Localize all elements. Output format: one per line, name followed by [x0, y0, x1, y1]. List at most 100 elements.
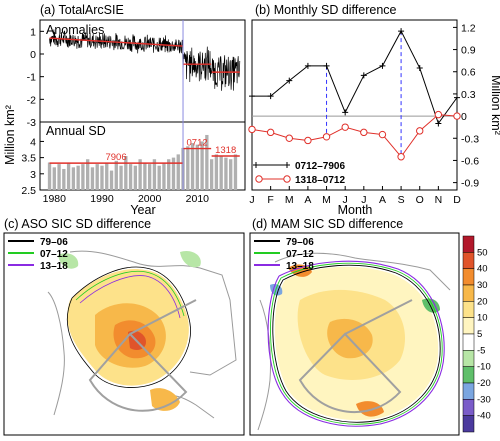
- annual-sd-bar: [52, 167, 56, 190]
- colorbar-label: 30: [477, 280, 488, 291]
- ice-edge-07-12: [75, 270, 185, 317]
- xtick-label: A: [379, 194, 386, 206]
- legend-label: 13–18: [40, 261, 68, 272]
- panel-d: (d) MAM SIC SD difference 79–0607–1213–1…: [249, 217, 460, 436]
- ytick-label: 0.6: [461, 67, 476, 79]
- data-point: [453, 112, 461, 120]
- sic-difference-field: [150, 388, 180, 411]
- panel-b-title: (b) Monthly SD difference: [255, 3, 397, 17]
- panel-c-map: [47, 250, 237, 419]
- xtick-label: N: [435, 194, 443, 206]
- annual-sd-bar: [124, 156, 128, 190]
- panel-b-xlabel: Month: [338, 203, 373, 217]
- sic-difference-field: [58, 253, 79, 269]
- annual-sd-bar: [190, 143, 195, 190]
- period-mean-label: 7906: [105, 152, 126, 163]
- ice-edge-79-06: [66, 266, 191, 388]
- annual-sd-bar: [157, 165, 161, 190]
- annual-sd-bar: [86, 159, 90, 190]
- series-line: [251, 114, 458, 158]
- colorbar-label: 40: [477, 264, 488, 275]
- sic-difference-field: [356, 401, 384, 417]
- legend-label: 13–18: [286, 261, 314, 272]
- annual-sd-bar: [233, 154, 238, 190]
- data-point: [397, 153, 405, 161]
- coastline: [47, 291, 65, 416]
- panel-c-title: (c) ASO SIC SD difference: [4, 217, 151, 231]
- sector-outline: [298, 332, 402, 414]
- panel-a-anomaly-lines: [49, 20, 241, 122]
- xtick-label: S: [398, 194, 405, 206]
- annual-sd-bar: [66, 162, 71, 190]
- data-point: [416, 127, 424, 135]
- legend-label: 79–06: [40, 237, 68, 248]
- ytick-label: -0.6: [461, 155, 479, 167]
- colorbar-swatch: [462, 333, 475, 351]
- legend-label: 0712–7906: [295, 161, 345, 172]
- colorbar-swatch: [462, 366, 475, 384]
- ice-edge-13-18: [79, 275, 181, 319]
- data-point: [378, 130, 387, 139]
- panel-a-xlabel: Year: [130, 203, 155, 217]
- anomaly-series-line: [49, 29, 241, 91]
- annual-sd-bar: [119, 165, 123, 190]
- annual-sd-bar: [47, 162, 52, 190]
- panel-b: (b) Monthly SD difference Million km² Mo…: [248, 3, 500, 217]
- data-point: [323, 62, 330, 69]
- sector-outline: [344, 299, 413, 335]
- colorbar-label: 50: [477, 247, 488, 258]
- colorbar-swatch: [462, 350, 475, 367]
- panel-b-frame: [251, 19, 458, 191]
- sector-outline: [88, 332, 188, 412]
- sector-outline: [129, 299, 197, 335]
- annual-sd-bar: [162, 162, 166, 190]
- colorbar-label: -5: [477, 345, 485, 356]
- panel-a: (a) TotalArcSIE Anomalies Annual SD Mill…: [3, 3, 246, 217]
- ytick-label: 1.2: [461, 22, 476, 34]
- series-line: [252, 30, 458, 125]
- ice-edge-79-06: [272, 264, 441, 423]
- panel-b-legend: 0712–7906 1318–0712: [253, 161, 345, 186]
- ytick-label: 2.5: [21, 185, 36, 197]
- annual-sd-bar: [128, 164, 133, 190]
- xtick-label: O: [416, 194, 424, 206]
- xtick-label: J: [343, 194, 348, 206]
- xtick-label: 1990: [90, 193, 114, 205]
- panel-c: (c) ASO SIC SD difference 79–0607–1213–1…: [3, 217, 245, 436]
- data-point: [322, 133, 331, 141]
- annual-sd-bar: [95, 164, 99, 190]
- data-point: [360, 72, 367, 79]
- annual-sd-bar: [109, 170, 114, 190]
- ytick-label: 4: [30, 136, 36, 148]
- coastline: [257, 299, 271, 431]
- annual-sd-bar: [229, 159, 233, 190]
- panel-a-title: (a) TotalArcSIE: [40, 3, 124, 17]
- legend-marker: [283, 175, 291, 183]
- data-point: [341, 123, 349, 131]
- coastline: [274, 252, 451, 291]
- annual-sd-bar: [114, 160, 118, 190]
- colorbar-swatch: [462, 399, 475, 416]
- data-point: [266, 128, 275, 137]
- annual-sd-bar: [133, 165, 138, 190]
- panel-a-bottom-yticks: 4 3.5 3 2.5: [21, 136, 44, 197]
- annual-sd-bar: [57, 164, 61, 190]
- data-point: [304, 136, 312, 145]
- annual-sd-bar: [147, 164, 152, 190]
- colorbar-label: -30: [477, 394, 491, 405]
- colorbar-label: -40: [477, 411, 491, 422]
- annual-sd-bar: [71, 167, 76, 190]
- annual-sd-bar: [167, 159, 171, 190]
- ytick-label: 3.5: [21, 153, 36, 165]
- xtick-label: 1980: [43, 193, 67, 205]
- data-point: [416, 65, 423, 72]
- coastline: [69, 250, 237, 376]
- data-point: [398, 28, 405, 35]
- ytick-label: 0.9: [461, 45, 476, 57]
- panel-b-series: [248, 28, 461, 161]
- annual-sd-bar: [105, 162, 109, 190]
- panel-a-xticks: 1980 1990 2000 2010: [43, 186, 209, 205]
- period-mean-label: 0712: [187, 138, 208, 149]
